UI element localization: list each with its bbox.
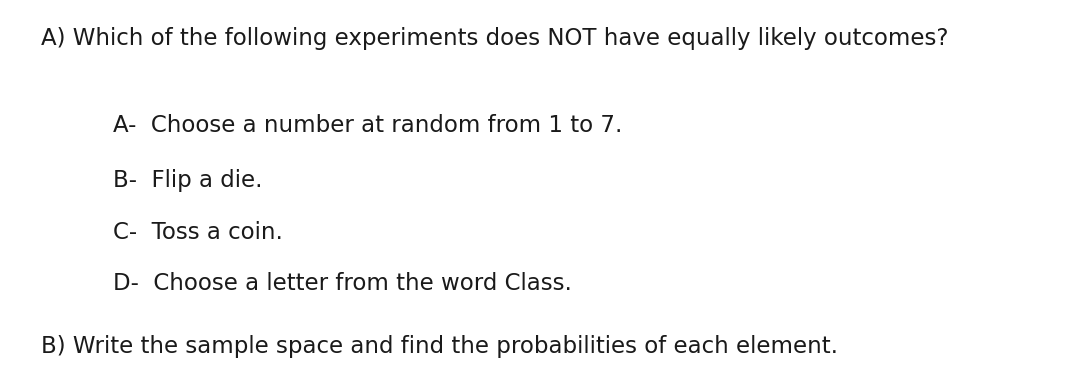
Text: D-  Choose a letter from the word Class.: D- Choose a letter from the word Class. <box>113 272 572 295</box>
Text: A) Which of the following experiments does NOT have equally likely outcomes?: A) Which of the following experiments do… <box>41 27 948 50</box>
Text: C-  Toss a coin.: C- Toss a coin. <box>113 221 283 244</box>
Text: B) Write the sample space and find the probabilities of each element.: B) Write the sample space and find the p… <box>41 335 838 359</box>
Text: A-  Choose a number at random from 1 to 7.: A- Choose a number at random from 1 to 7… <box>113 114 623 137</box>
Text: B-  Flip a die.: B- Flip a die. <box>113 169 262 192</box>
